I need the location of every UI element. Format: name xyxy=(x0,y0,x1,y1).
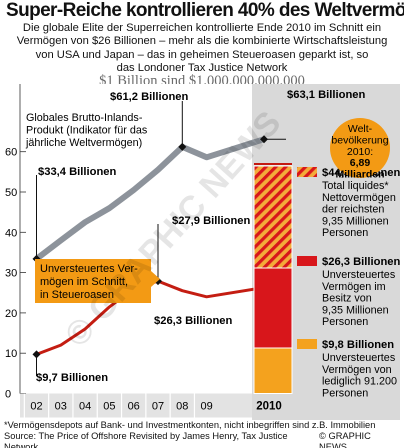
x-tick-label: 04 xyxy=(79,401,91,413)
footnote: *Vermögensdepots auf Bank- und Investmen… xyxy=(4,420,376,430)
x-tick-label: 09 xyxy=(200,401,212,413)
subtitle-line: Die globale Elite der Superreichen kontr… xyxy=(22,22,382,34)
x-tick-label: 03 xyxy=(55,401,67,413)
bar-description: Personen xyxy=(322,316,368,328)
bar-description: Unversteuertes xyxy=(322,269,396,281)
bar-description: Vermögen von xyxy=(322,364,392,376)
y-tick-label: 50 xyxy=(5,187,17,199)
offshore-callout xyxy=(35,259,151,303)
y-tick-label: 20 xyxy=(5,308,17,320)
subtitle-line: von USA und Japan – das in geheimen Steu… xyxy=(35,48,369,61)
data-label: $27,9 Billionen xyxy=(172,215,251,227)
stacked-bar-segment xyxy=(253,347,293,394)
data-label: $61,2 Billionen xyxy=(110,91,189,103)
bar-description: Vermögen im xyxy=(322,281,386,293)
bar-description: 9,35 Millionen xyxy=(322,215,389,227)
bar-description: Besitz von xyxy=(322,293,372,305)
x-tick-label: 02 xyxy=(30,401,42,413)
data-label: $63,1 Billionen xyxy=(287,89,366,101)
population-value: 6,89 xyxy=(350,157,371,169)
x-tick-label: 07 xyxy=(152,401,164,413)
x-tick-label: 06 xyxy=(128,401,140,413)
x-tick-label: 2010 xyxy=(256,401,282,413)
series-label-gdp: jährliche Weltvermögen) xyxy=(25,137,142,149)
subtitle-line: das Londoner Tax Justice Network xyxy=(116,62,288,75)
page-title: Super-Reiche kontrollieren 40% des Weltv… xyxy=(6,0,404,21)
bar-description: Total liquides* xyxy=(322,180,389,192)
y-tick-label: 40 xyxy=(5,227,17,239)
callout-pointer xyxy=(151,271,160,287)
bar-description: 9,35 Millionen xyxy=(322,304,389,316)
data-label: $26,3 Billionen xyxy=(154,315,233,327)
footer: *Vermögensdepots auf Bank- und Investmen… xyxy=(4,420,400,448)
subtitle: Die globale Elite der Superreichen kontr… xyxy=(4,22,400,76)
series-label-gdp: Globales Brutto-Inlands- xyxy=(26,112,143,124)
credit-text: © GRAPHIC NEWS xyxy=(319,431,371,448)
bar-description: Personen xyxy=(322,387,368,399)
population-text: Welt- xyxy=(348,123,373,135)
y-tick-label: 60 xyxy=(5,147,17,159)
data-label: $9,7 Billionen xyxy=(36,372,108,384)
x-axis-strip xyxy=(20,393,252,418)
population-circle xyxy=(330,118,390,178)
legend-swatch xyxy=(297,339,317,349)
offshore-callout-text: mögen im Schnitt, xyxy=(40,276,128,288)
series-label-gdp: Produkt (Indikator für das xyxy=(26,125,148,137)
y-tick-label: 10 xyxy=(5,348,17,360)
data-label: $33,4 Billionen xyxy=(38,166,117,178)
plot-area xyxy=(20,84,252,420)
population-value: Milliarden xyxy=(335,169,384,181)
stacked-bar-segment xyxy=(253,165,293,269)
x-tick-label: 08 xyxy=(176,401,188,413)
population-text: bevölkerung xyxy=(331,135,388,147)
population-text: 2010: xyxy=(347,146,373,158)
bar-description: Nettovermögen xyxy=(322,192,396,204)
offshore-callout-text: Unversteuertes Ver- xyxy=(40,263,138,275)
bar-value-label: $9,8 Billionen xyxy=(322,339,394,351)
y-tick-label: 0 xyxy=(5,389,11,401)
data-point xyxy=(32,254,41,263)
series-line-gdp xyxy=(34,136,265,262)
x-tick-label: 05 xyxy=(103,401,115,413)
legend-swatch xyxy=(297,167,317,177)
subtitle-line: Vermögen von $26 Billionen – mehr als di… xyxy=(16,35,388,48)
offshore-callout-text: in Steueroasen xyxy=(40,289,114,301)
bar-description: lediglich 91.200 xyxy=(322,376,397,388)
bar-description: Personen xyxy=(322,227,368,239)
bar-description: Unversteuertes xyxy=(322,352,396,364)
legend-swatch xyxy=(297,256,317,266)
y-tick-label: 30 xyxy=(5,268,17,280)
bar-value-label: $26,3 Billionen xyxy=(322,256,401,268)
source-text: Source: The Price of Offshore Revisited … xyxy=(4,431,288,448)
bar-description: der reichsten xyxy=(322,204,384,216)
stacked-bar-segment xyxy=(253,267,293,349)
